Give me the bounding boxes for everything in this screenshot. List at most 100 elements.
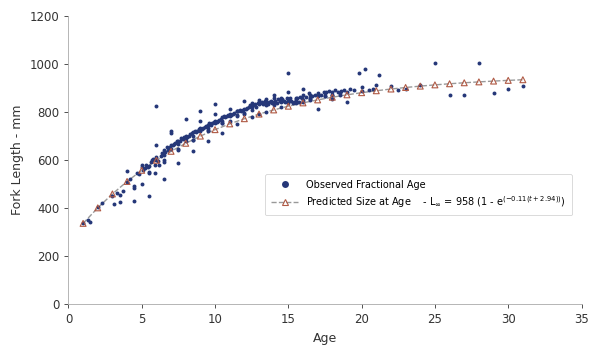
Point — [291, 95, 301, 101]
Y-axis label: Fork Length - mm: Fork Length - mm — [11, 105, 24, 215]
Point — [271, 98, 280, 104]
Point — [357, 85, 367, 90]
Point — [474, 61, 484, 66]
Point — [196, 119, 205, 124]
Point — [173, 160, 183, 166]
Point — [218, 115, 227, 120]
Point — [137, 180, 146, 186]
Point — [137, 164, 146, 170]
Point — [153, 158, 163, 163]
Point — [289, 99, 299, 105]
Point — [147, 157, 157, 163]
Point — [140, 165, 149, 171]
Point — [357, 88, 367, 94]
Point — [518, 77, 527, 83]
Point — [181, 141, 191, 146]
Point — [184, 133, 193, 138]
Point — [142, 162, 151, 167]
Point — [304, 90, 314, 96]
Point — [282, 95, 292, 101]
Point — [301, 94, 311, 100]
Point — [190, 128, 199, 134]
Point — [430, 61, 440, 66]
Point — [254, 97, 264, 103]
Point — [137, 162, 146, 167]
Point — [328, 96, 337, 102]
Point — [235, 108, 245, 113]
Point — [203, 138, 212, 144]
Point — [122, 179, 132, 185]
Point — [254, 101, 264, 107]
Point — [489, 90, 499, 96]
Point — [197, 127, 206, 132]
Point — [193, 128, 202, 134]
Legend: Observed Fractional Age, Predicted Size at Age    - L$_\infty$ = 958 (1 - e$^{(-: Observed Fractional Age, Predicted Size … — [265, 174, 572, 215]
Point — [328, 92, 337, 98]
Point — [107, 193, 117, 199]
Point — [281, 99, 290, 105]
Point — [146, 159, 155, 165]
Point — [159, 177, 169, 182]
Point — [489, 78, 499, 84]
Point — [247, 108, 256, 113]
Point — [262, 109, 271, 115]
Point — [205, 121, 214, 126]
Point — [112, 190, 122, 196]
Point — [247, 114, 256, 120]
Point — [279, 98, 289, 104]
Point — [325, 88, 334, 94]
Point — [118, 188, 127, 194]
Point — [225, 106, 235, 112]
Point — [225, 118, 235, 124]
Point — [208, 121, 217, 126]
Point — [152, 142, 161, 148]
Point — [269, 107, 278, 113]
Point — [185, 131, 195, 137]
Point — [109, 201, 119, 207]
Point — [209, 119, 218, 125]
Point — [266, 98, 275, 104]
Point — [238, 108, 248, 113]
Point — [216, 116, 226, 121]
Point — [152, 157, 161, 163]
Point — [86, 219, 95, 225]
Point — [160, 150, 170, 155]
Point — [79, 220, 88, 226]
Point — [334, 89, 343, 95]
Point — [320, 90, 330, 96]
Point — [144, 193, 154, 199]
Point — [313, 97, 322, 103]
Point — [93, 204, 103, 209]
Point — [218, 118, 227, 124]
Point — [159, 159, 169, 165]
Point — [166, 148, 176, 154]
Point — [97, 200, 107, 206]
Point — [298, 99, 308, 105]
Point — [474, 79, 484, 85]
Point — [288, 100, 298, 106]
Point — [262, 96, 271, 102]
Point — [210, 121, 220, 126]
Point — [247, 104, 256, 110]
Point — [239, 106, 249, 112]
Point — [320, 93, 330, 99]
Point — [445, 92, 454, 98]
X-axis label: Age: Age — [313, 332, 337, 345]
Point — [150, 171, 160, 176]
Point — [166, 142, 176, 148]
Point — [203, 128, 212, 134]
Point — [276, 99, 286, 104]
Point — [181, 116, 191, 121]
Point — [276, 99, 286, 105]
Point — [349, 87, 359, 93]
Point — [460, 92, 469, 98]
Point — [222, 114, 232, 119]
Point — [339, 87, 349, 93]
Point — [265, 99, 274, 105]
Point — [176, 135, 186, 141]
Point — [401, 85, 410, 90]
Point — [284, 103, 293, 109]
Point — [212, 119, 221, 125]
Point — [337, 88, 346, 94]
Point — [188, 137, 198, 143]
